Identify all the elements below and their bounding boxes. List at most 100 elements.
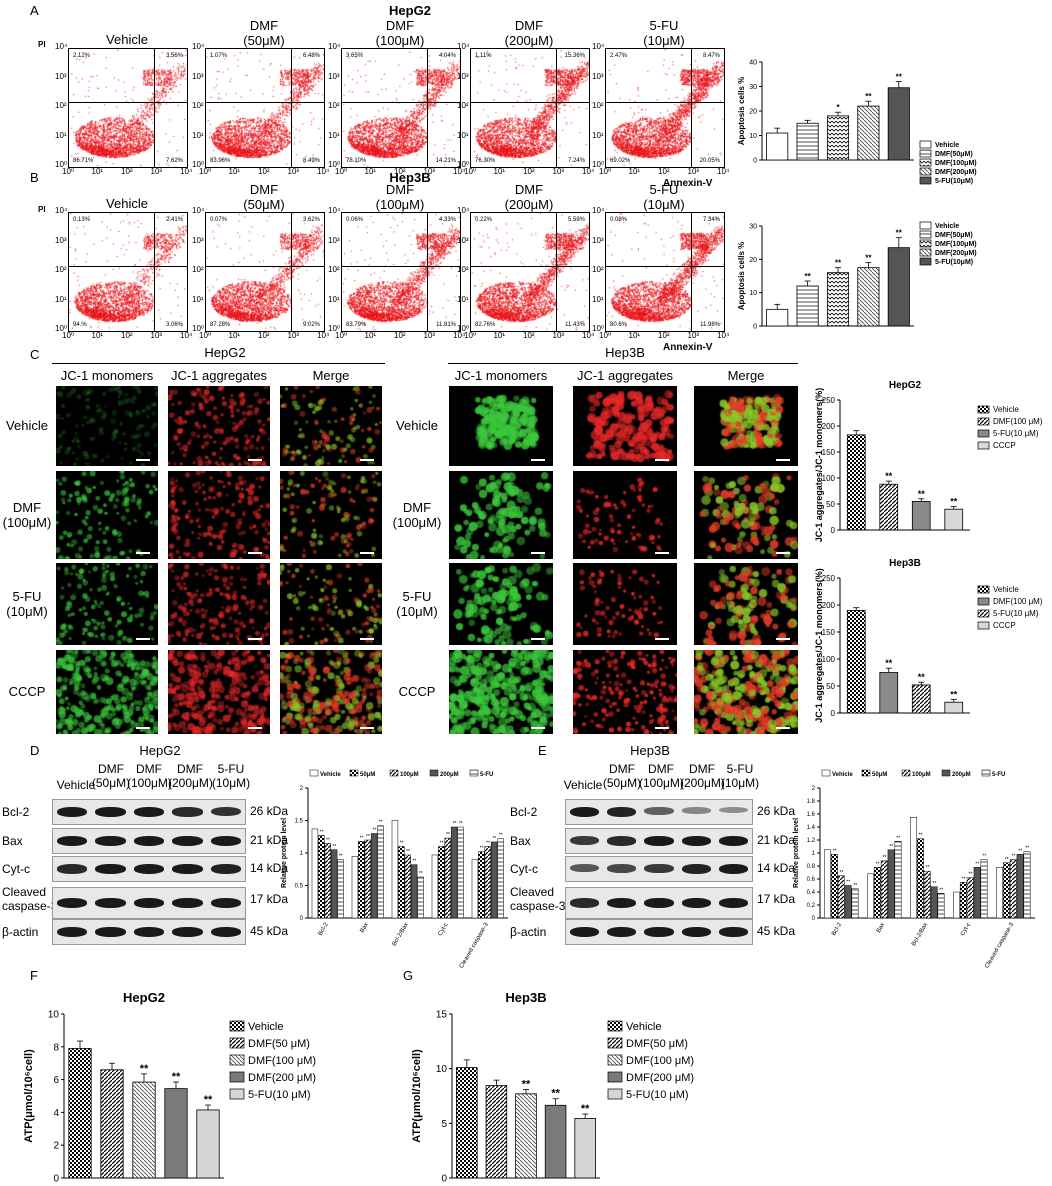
y-tick-label: 10 — [48, 1010, 60, 1021]
y-tick-label: 10⁴ — [55, 206, 68, 215]
blot-strip — [52, 919, 246, 945]
y-tick-label: 10¹ — [457, 130, 469, 140]
x-tick-label: 10⁰ — [62, 331, 75, 340]
bar — [766, 308, 789, 327]
significance-mark: ** — [926, 865, 930, 871]
chart-atp-hepg2: 0 2 4 6 8 10 ATP(μmol/10⁶cell) HepG2 ** ** ** Vehic… — [23, 990, 316, 1185]
x-tick-label: 10³ — [687, 167, 700, 176]
significance-mark: ** — [452, 821, 456, 827]
protein-band — [644, 807, 674, 815]
jc1-row-label: CCCP — [398, 684, 436, 699]
blot-kda-label: 45 kDa — [757, 924, 796, 938]
significance-mark: ** — [581, 1103, 590, 1115]
y-tick-label: 10⁰ — [592, 324, 605, 333]
scale-bar — [655, 552, 669, 554]
y-tick-label: 10³ — [457, 71, 469, 81]
legend-label: 5-FU(10 μM) — [626, 1089, 689, 1101]
scale-bar — [655, 727, 669, 729]
flow-condition-label: DMF (200μM) — [504, 18, 554, 48]
x-tick-label: 10² — [394, 167, 406, 176]
flow-dot-cloud — [206, 213, 324, 331]
blot-cell-line-title: Hep3B — [630, 743, 670, 758]
blot-kda-label: 45 kDa — [250, 924, 289, 938]
y-tick-label: 10⁴ — [457, 42, 470, 51]
y-tick-label: 0.4 — [807, 890, 816, 896]
significance-mark: ** — [896, 229, 903, 238]
jc1-left-title: HepG2 — [204, 345, 246, 360]
x-tick-label: 10² — [523, 331, 535, 340]
scale-bar — [360, 638, 374, 640]
panel-letter-g: G — [403, 968, 414, 983]
protein-band — [210, 836, 241, 846]
significance-mark: * — [836, 103, 840, 112]
flow-scatter-plot: 0.13% 2.41% 94.% 3.06% — [68, 212, 188, 332]
protein-band — [607, 927, 637, 937]
y-tick-label: 100 — [822, 655, 836, 664]
blot-protein-label: β-actin — [2, 925, 39, 939]
jc1-fluorescence-image — [449, 563, 553, 645]
x-tick-label: 10¹ — [364, 331, 377, 340]
significance-mark: ** — [459, 821, 463, 827]
significance-mark: ** — [419, 871, 423, 877]
bar — [857, 267, 880, 327]
x-tick-label: 10³ — [552, 167, 565, 176]
scale-bar — [136, 727, 150, 729]
y-tick-label: 10¹ — [457, 294, 469, 304]
significance-mark: ** — [372, 828, 376, 834]
bar — [766, 132, 789, 161]
significance-mark: ** — [885, 658, 893, 668]
quadrant-gate-horizontal — [606, 266, 724, 267]
protein-band — [644, 836, 674, 846]
jc1-fluorescence-image — [694, 563, 798, 645]
significance-mark: ** — [962, 876, 966, 882]
bar — [887, 849, 895, 919]
quadrant-percentage: 7.34% — [702, 217, 720, 223]
blot-protein-label: Cyt-c — [510, 862, 538, 876]
legend-label: DMF(100μM) — [935, 160, 977, 167]
significance-mark: ** — [522, 1078, 531, 1090]
y-tick-label: 10¹ — [592, 294, 604, 304]
bar — [484, 846, 491, 919]
x-category-label: Bax — [876, 922, 886, 934]
scale-bar — [248, 638, 262, 640]
protein-band — [570, 807, 600, 817]
jc1-column-header: JC-1 monomers — [454, 368, 548, 383]
legend-label: Vehicle — [832, 772, 853, 778]
significance-mark: ** — [896, 835, 900, 841]
flow-condition-label: DMF (200μM) — [504, 182, 554, 212]
x-tick-label: 10¹ — [493, 331, 506, 340]
legend-label: 200μM — [952, 772, 971, 778]
bar — [100, 1069, 124, 1179]
bar — [497, 838, 504, 919]
y-tick-label: 15 — [436, 1010, 448, 1021]
quadrant-gate-vertical — [427, 213, 428, 331]
flow-scatter-plot: 0.06% 4.33% 83.79% 11.81% — [341, 212, 461, 332]
blot-protein-label: Bcl-2 — [2, 805, 30, 819]
bar — [456, 1067, 478, 1179]
protein-band — [718, 836, 748, 846]
y-tick-label: 1.4 — [807, 825, 816, 831]
bar — [937, 893, 945, 919]
y-tick-label: 1.8 — [807, 799, 816, 805]
bar — [478, 851, 485, 919]
x-tick-label: 10⁰ — [62, 167, 75, 176]
chart-title: HepG2 — [123, 990, 165, 1005]
bar — [450, 826, 458, 919]
bar — [846, 610, 866, 714]
blot-cell-line-title: HepG2 — [139, 743, 181, 758]
significance-mark: ** — [876, 861, 880, 867]
bar — [410, 864, 418, 919]
quadrant-gate-horizontal — [69, 266, 187, 267]
y-tick-label: 0.8 — [807, 864, 816, 870]
y-axis-label: Relative protein level — [793, 818, 800, 888]
protein-band — [57, 836, 88, 846]
bar — [944, 701, 964, 714]
y-tick-label: 10² — [592, 265, 604, 274]
y-tick-label: 50 — [826, 682, 835, 691]
y-axis-label: Apoptosis cells % — [737, 242, 746, 310]
x-tick-label: 10¹ — [91, 331, 104, 340]
x-tick-label: 10¹ — [228, 331, 241, 340]
bar — [515, 1093, 537, 1179]
bar — [438, 846, 445, 919]
significance-mark: ** — [486, 841, 490, 847]
